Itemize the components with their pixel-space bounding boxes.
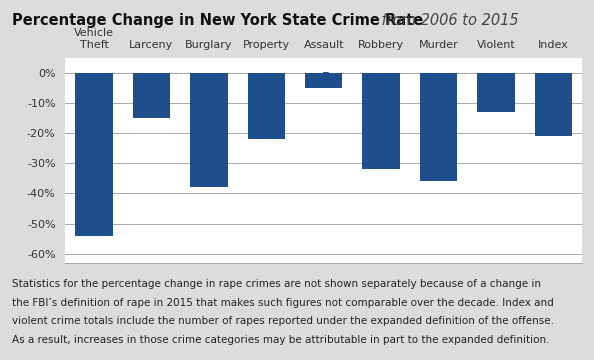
Text: -15: -15: [141, 101, 162, 114]
Bar: [362, 73, 400, 169]
Bar: [190, 73, 228, 187]
Text: the FBI’s definition of rape in 2015 that makes such figures not comparable over: the FBI’s definition of rape in 2015 tha…: [12, 298, 554, 308]
Bar: [478, 73, 514, 112]
Text: -54: -54: [83, 219, 105, 232]
Text: As a result, increases in those crime categories may be attributable in part to : As a result, increases in those crime ca…: [12, 335, 549, 345]
Text: -21: -21: [543, 120, 564, 132]
Text: violent crime totals include the number of rapes reported under the expanded def: violent crime totals include the number …: [12, 316, 554, 327]
Bar: [535, 73, 572, 136]
Bar: [248, 73, 285, 139]
Text: -38: -38: [198, 171, 220, 184]
Text: Statistics for the percentage change in rape crimes are not shown separately bec: Statistics for the percentage change in …: [12, 279, 541, 289]
Bar: [133, 73, 170, 118]
Text: -5: -5: [317, 71, 330, 84]
Bar: [75, 73, 113, 236]
Text: from 2006 to 2015: from 2006 to 2015: [377, 13, 519, 28]
Bar: [420, 73, 457, 181]
Text: -13: -13: [485, 95, 507, 108]
Bar: [305, 73, 342, 88]
Text: -32: -32: [371, 153, 391, 166]
Text: Percentage Change in New York State Crime Rate: Percentage Change in New York State Crim…: [12, 13, 423, 28]
Text: -22: -22: [256, 122, 277, 135]
Text: -36: -36: [428, 165, 449, 178]
